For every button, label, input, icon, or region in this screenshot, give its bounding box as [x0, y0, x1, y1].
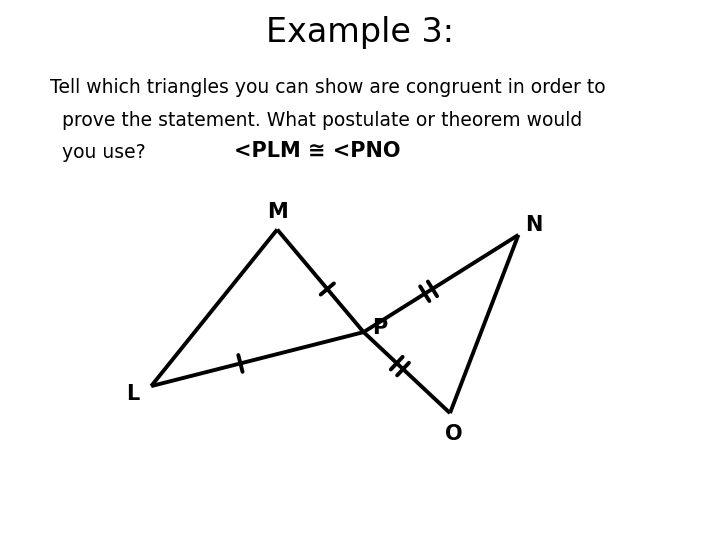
Text: L: L [127, 384, 140, 404]
Text: N: N [526, 215, 543, 235]
Text: <PLM ≅ <PNO: <PLM ≅ <PNO [234, 141, 400, 161]
Text: O: O [445, 423, 462, 444]
Text: Example 3:: Example 3: [266, 16, 454, 49]
Text: you use?: you use? [50, 143, 146, 162]
Text: Tell which triangles you can show are congruent in order to: Tell which triangles you can show are co… [50, 78, 606, 97]
Text: P: P [372, 318, 387, 338]
Text: prove the statement. What postulate or theorem would: prove the statement. What postulate or t… [50, 111, 582, 130]
Text: M: M [267, 202, 287, 222]
